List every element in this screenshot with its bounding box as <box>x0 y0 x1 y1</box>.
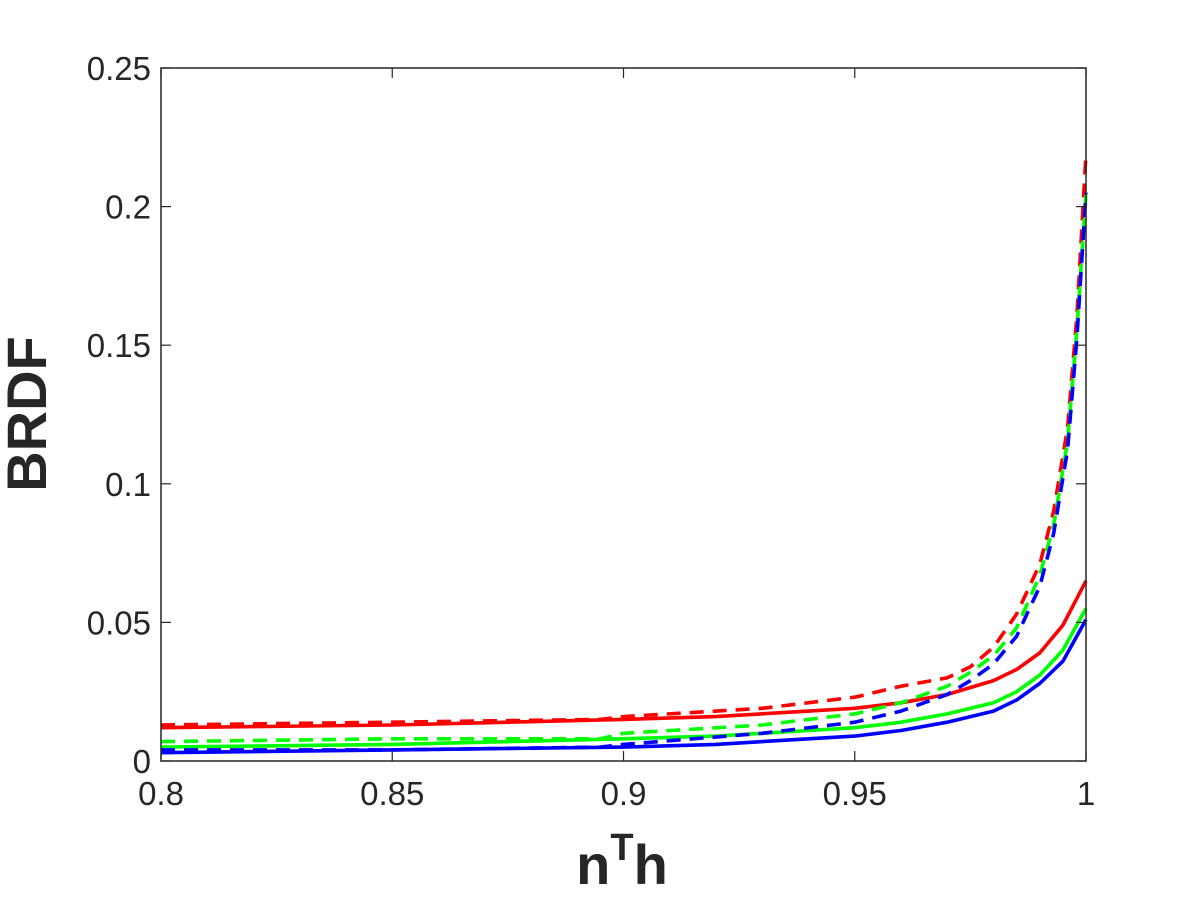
series-line-3-dashed <box>160 153 1088 727</box>
series-line-0-solid <box>160 579 1088 730</box>
x-axis-title: nTh <box>576 827 668 896</box>
series-line-4-dashed <box>160 192 1088 744</box>
y-tick-label: 0.25 <box>87 50 151 87</box>
y-tick-label: 0.2 <box>105 189 151 226</box>
x-axis-title-suffix: h <box>634 833 668 896</box>
x-tick-label: 0.8 <box>138 775 184 812</box>
series-layer <box>160 153 1088 755</box>
x-axis-title-superscript: T <box>610 827 633 869</box>
series-line-1-solid <box>160 607 1088 749</box>
series-line-2-solid <box>160 618 1088 755</box>
plot-frame <box>160 67 1087 762</box>
x-tick-label: 0.95 <box>823 775 887 812</box>
x-tick-label: 1 <box>1077 775 1095 812</box>
x-axis-title-base: n <box>576 833 610 896</box>
y-tick-label: 0.05 <box>87 604 151 641</box>
x-tick-label: 0.85 <box>360 775 424 812</box>
y-tick-label: 0.1 <box>105 466 151 503</box>
y-tick-label: 0 <box>133 743 151 780</box>
x-tick-label: 0.9 <box>601 775 647 812</box>
series-line-5-dashed <box>161 192 1088 752</box>
y-axis-title: BRDF <box>0 336 58 492</box>
y-tick-label: 0.15 <box>87 327 151 364</box>
ticks-layer: 0.8 0.85 0.9 0.95 1 0 0.05 0.1 0.15 0.2 0.25 <box>87 50 1095 812</box>
